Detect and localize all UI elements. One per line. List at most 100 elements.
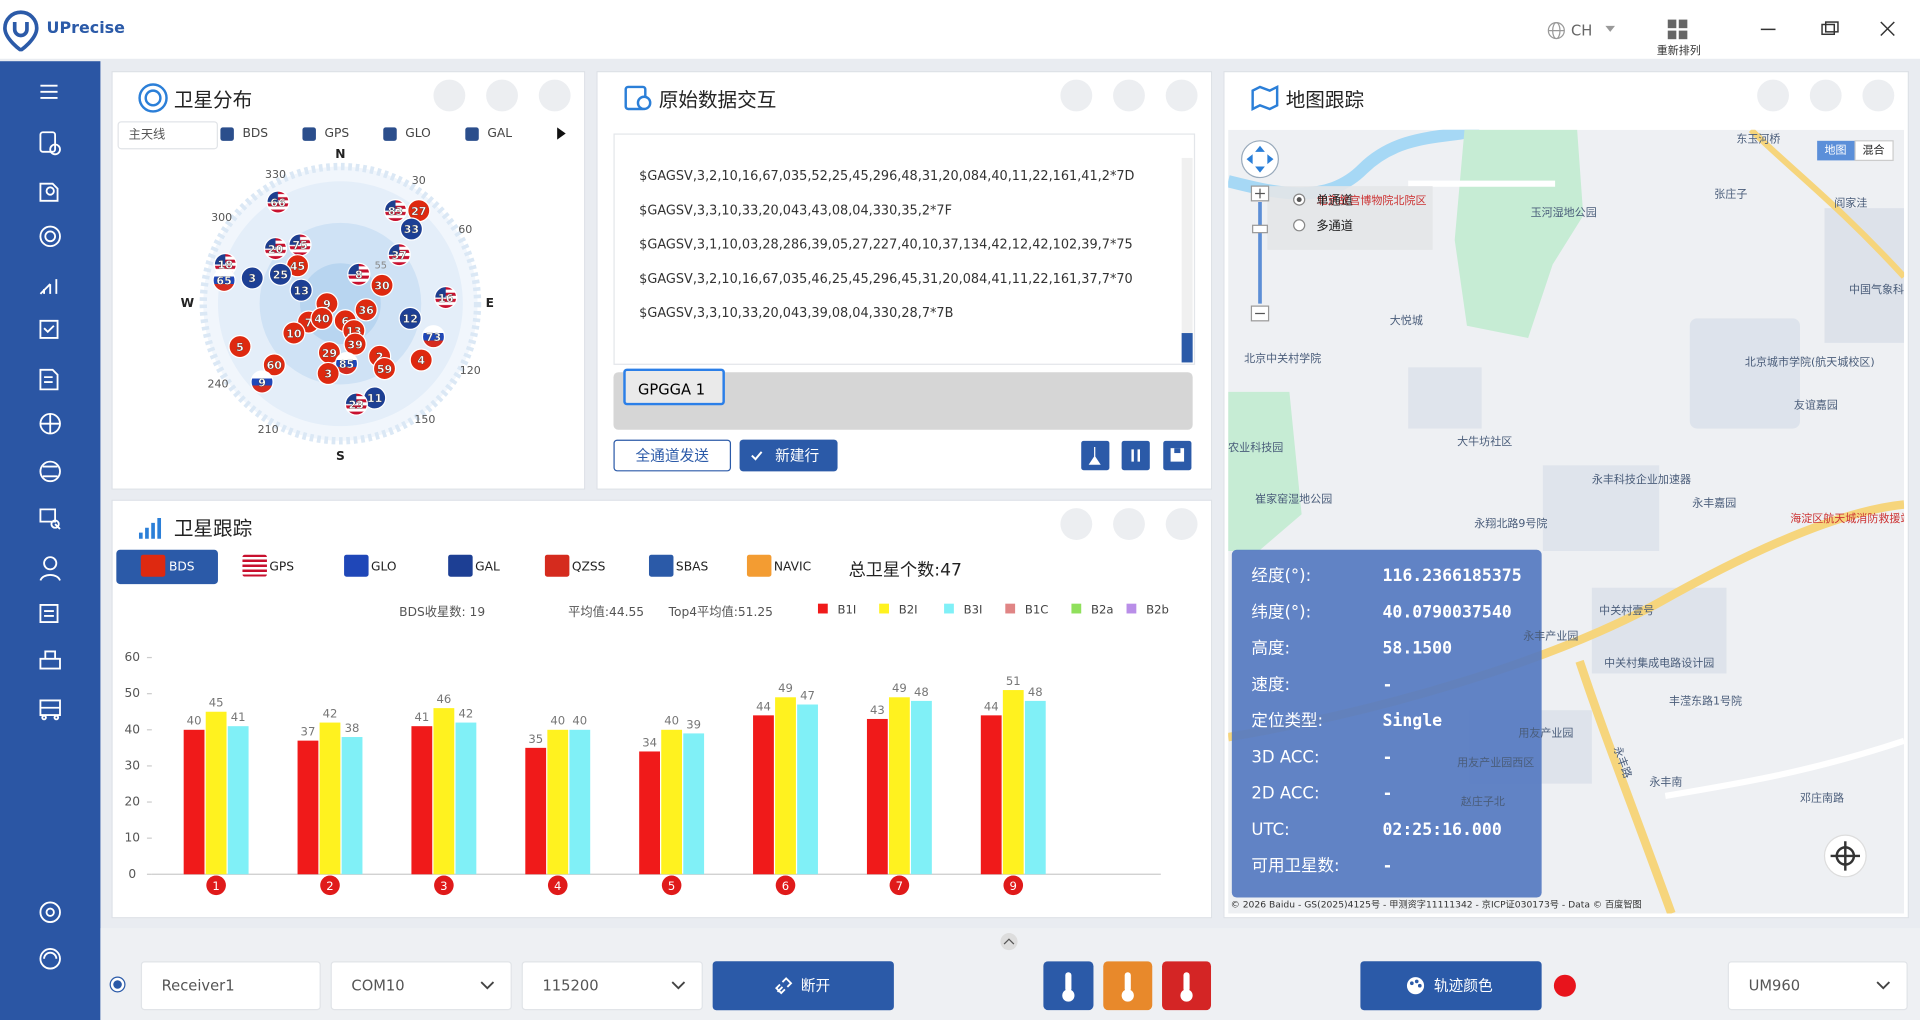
maximize-button[interactable] <box>1113 508 1145 540</box>
maximize-button[interactable] <box>1113 80 1145 112</box>
map-place: 大悦城 <box>1390 313 1423 327</box>
globe-icon <box>1547 21 1567 41</box>
map-view[interactable]: 北京故宫博物院北院区玉河湿地公园东玉河桥张庄子阎家洼中国气象科总部基地大悦城北京… <box>1228 130 1904 914</box>
system-checkbox[interactable] <box>302 127 315 140</box>
minimize-button[interactable] <box>1757 80 1789 112</box>
minimize-button[interactable] <box>1060 508 1092 540</box>
satellite-prn: 66 <box>270 196 286 209</box>
value-label: 51 <box>1006 674 1021 688</box>
window-controls[interactable] <box>1751 17 1904 41</box>
tab-label[interactable]: QZSS <box>572 561 606 574</box>
bar <box>889 697 910 874</box>
tab-selected-bg[interactable] <box>116 550 218 584</box>
map-place: 阎家洼 <box>1834 195 1867 209</box>
legend-label: B2I <box>899 602 918 616</box>
rearrange-icon[interactable] <box>1667 18 1689 40</box>
azimuth-label: 120 <box>460 364 481 377</box>
send-all-button[interactable]: 全通道发送 <box>613 440 731 472</box>
system-checkbox[interactable] <box>220 127 233 140</box>
close-button[interactable] <box>1166 80 1198 112</box>
disconnect-button[interactable]: 断开 <box>713 961 894 1010</box>
value-label: 35 <box>528 732 543 746</box>
system-label: GPS <box>324 127 349 140</box>
track-color-swatch[interactable] <box>1553 973 1577 997</box>
value-label: 40 <box>664 714 679 728</box>
legend-label: B2a <box>1091 602 1114 616</box>
direction-label: W <box>181 296 195 310</box>
close-button[interactable] <box>1166 508 1198 540</box>
system-checkbox[interactable] <box>465 127 478 140</box>
temperature-buttons[interactable] <box>1043 961 1212 1010</box>
tab-flag[interactable] <box>242 555 266 577</box>
legend-label: B1C <box>1025 602 1049 616</box>
system-checkbox[interactable] <box>383 127 396 140</box>
raw-data-panel: 原始数据交互 $GAGSV,3,2,10,16,67,035,52,25,45,… <box>596 71 1212 490</box>
tab-label[interactable]: GLO <box>371 561 397 574</box>
x-tick-label: 7 <box>896 879 903 893</box>
map-type[interactable]: 混合 <box>1862 143 1884 157</box>
map-place: 友谊嘉园 <box>1794 397 1838 411</box>
scrollbar[interactable] <box>1182 158 1193 362</box>
minimize-button[interactable] <box>1060 80 1092 112</box>
tab-label[interactable]: BDS <box>169 561 195 574</box>
tab-flag[interactable] <box>448 555 472 577</box>
value-label: 47 <box>800 688 815 702</box>
track-color-label: 轨迹颜色 <box>1434 977 1493 994</box>
tab-label[interactable]: GPS <box>269 561 294 574</box>
close-button[interactable] <box>1862 80 1894 112</box>
total-label: 总卫星个数: <box>849 561 940 581</box>
title-bar: UPrecise CH 重新排列 <box>0 0 1920 59</box>
receiver-name[interactable]: Receiver1 <box>141 961 321 1010</box>
maximize-button[interactable] <box>1810 80 1842 112</box>
bar <box>184 730 205 874</box>
dropdown-chevron <box>1873 978 1893 993</box>
tab-flag[interactable] <box>141 555 165 577</box>
rearrange-label[interactable]: 重新排列 <box>1657 42 1701 58</box>
satellite-prn: 59 <box>377 363 392 376</box>
satellite-prn: 3 <box>324 368 332 381</box>
map-place: 邓庄南路 <box>1800 790 1844 804</box>
satellite-prn: 10 <box>286 327 302 340</box>
tab-label[interactable]: GAL <box>475 561 500 574</box>
x-tick-label: 4 <box>554 879 561 893</box>
map-place: 赵庄子北 <box>1461 794 1505 808</box>
info-value: - <box>1382 856 1392 875</box>
y-tick-label: 40 <box>124 722 140 736</box>
tab-label[interactable]: NAVIC <box>774 561 811 574</box>
command-input[interactable]: GPGGA 1 <box>623 369 725 406</box>
direction-label: S <box>336 449 345 463</box>
channel-mode[interactable]: 多通道 <box>1316 219 1353 233</box>
panel-title: 原始数据交互 <box>659 83 777 112</box>
dropdown-arrow <box>1605 26 1615 33</box>
legend-swatch <box>1127 604 1137 614</box>
scroll-thumb[interactable] <box>1182 333 1193 362</box>
legend-swatch <box>1071 604 1081 614</box>
maximize-button[interactable] <box>486 80 518 112</box>
tab-label[interactable]: SBAS <box>676 561 708 574</box>
info-value: 02:25:16.000 <box>1382 820 1501 839</box>
tool-buttons[interactable] <box>1080 440 1193 472</box>
y-tick-label: 10 <box>124 831 140 845</box>
tab-flag[interactable] <box>747 555 771 577</box>
collapse-toggle[interactable] <box>998 933 1020 950</box>
map-type[interactable]: 地图 <box>1824 144 1846 157</box>
x-tick-label: 3 <box>440 879 447 893</box>
map-copyright: © 2026 Baidu - GS(2025)4125号 - 甲测资字11111… <box>1231 898 1642 910</box>
tab-flag[interactable] <box>545 555 569 577</box>
info-value: 116.2366185375 <box>1382 566 1521 585</box>
language[interactable]: CH <box>1571 22 1592 39</box>
close-button[interactable] <box>539 80 571 112</box>
system-label: GLO <box>405 127 431 140</box>
satellite-prn: 36 <box>358 304 374 317</box>
raw-line: $GAGSV,3,3,10,33,20,043,43,08,04,330,35,… <box>639 203 952 218</box>
logo <box>2 10 39 52</box>
minimize-button[interactable] <box>433 80 465 112</box>
value-label: 48 <box>914 685 929 699</box>
channel-mode[interactable]: 单通道 <box>1316 193 1353 207</box>
scroll-arrow[interactable] <box>557 127 566 139</box>
antenna-select[interactable]: 主天线 <box>118 121 218 149</box>
tab-flag[interactable] <box>344 555 368 577</box>
tab-flag[interactable] <box>649 555 673 577</box>
satellite-prn: 39 <box>347 338 362 351</box>
track-color-button[interactable]: 轨迹颜色 <box>1360 961 1541 1010</box>
